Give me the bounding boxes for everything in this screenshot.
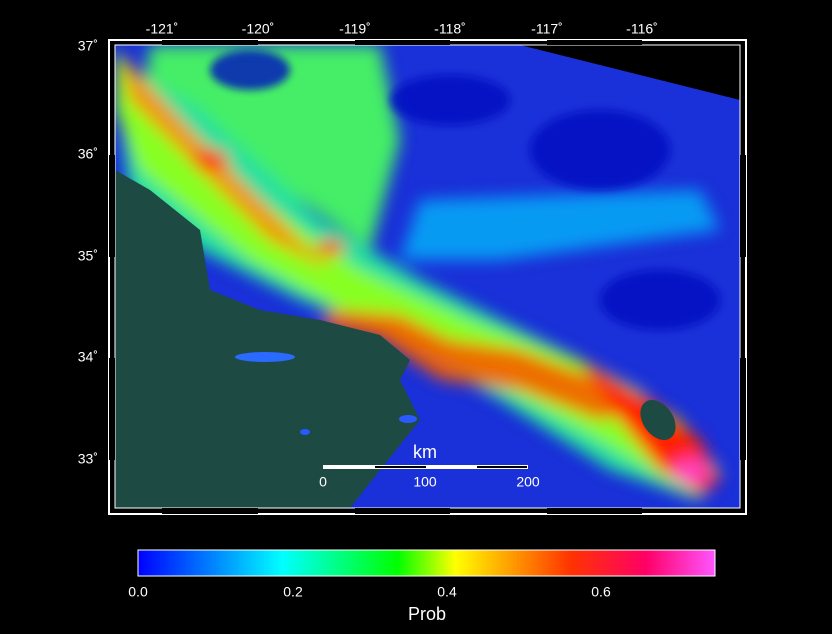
colorbar-tick-label: 0.4	[437, 584, 457, 600]
lat-tick-label: 36˚	[78, 146, 98, 162]
lon-tick-label: -120˚	[242, 21, 275, 37]
scale-bar-segment	[477, 466, 527, 468]
colorbar-tick-label: 0.2	[283, 584, 303, 600]
page: km 0 100 200 Prob -121˚ -120˚ -119˚ -118˚ -1…	[0, 0, 832, 634]
lon-tick-label: -116˚	[626, 21, 658, 37]
island	[300, 429, 310, 435]
island	[235, 352, 295, 362]
lat-tick-label: 37˚	[78, 38, 98, 54]
lat-tick-label: 33˚	[78, 451, 98, 467]
lon-tick-label: -117˚	[531, 21, 563, 37]
lon-tick-label: -119˚	[339, 21, 371, 37]
frame-segment	[740, 358, 746, 460]
frame-segment	[740, 155, 746, 257]
colorbar	[138, 550, 715, 576]
map-figure: km 0 100 200 Prob -121˚ -120˚ -119˚ -118˚ -1…	[0, 0, 832, 634]
frame-segment	[547, 508, 642, 514]
scale-bar-segment	[375, 466, 426, 468]
scale-label: 200	[516, 474, 540, 490]
island	[399, 415, 417, 423]
lat-tick-label: 34˚	[78, 349, 98, 365]
frame-segment	[547, 40, 642, 45]
lat-tick-label: 35˚	[78, 248, 98, 264]
lon-tick-label: -118˚	[434, 21, 466, 37]
colorbar-label: Prob	[408, 604, 446, 624]
frame-segment	[109, 358, 115, 460]
frame-segment	[162, 508, 258, 514]
scale-label: 100	[413, 474, 437, 490]
frame-segment	[355, 508, 450, 514]
frame-segment	[355, 40, 450, 45]
map-area	[115, 45, 740, 508]
lon-tick-label: -121˚	[146, 21, 179, 37]
frame-segment	[109, 155, 115, 257]
colorbar-tick-label: 0.0	[128, 584, 148, 600]
scale-label: 0	[319, 474, 327, 490]
frame-segment	[162, 40, 258, 45]
colorbar-tick-label: 0.6	[591, 584, 611, 600]
scale-unit: km	[413, 442, 437, 462]
